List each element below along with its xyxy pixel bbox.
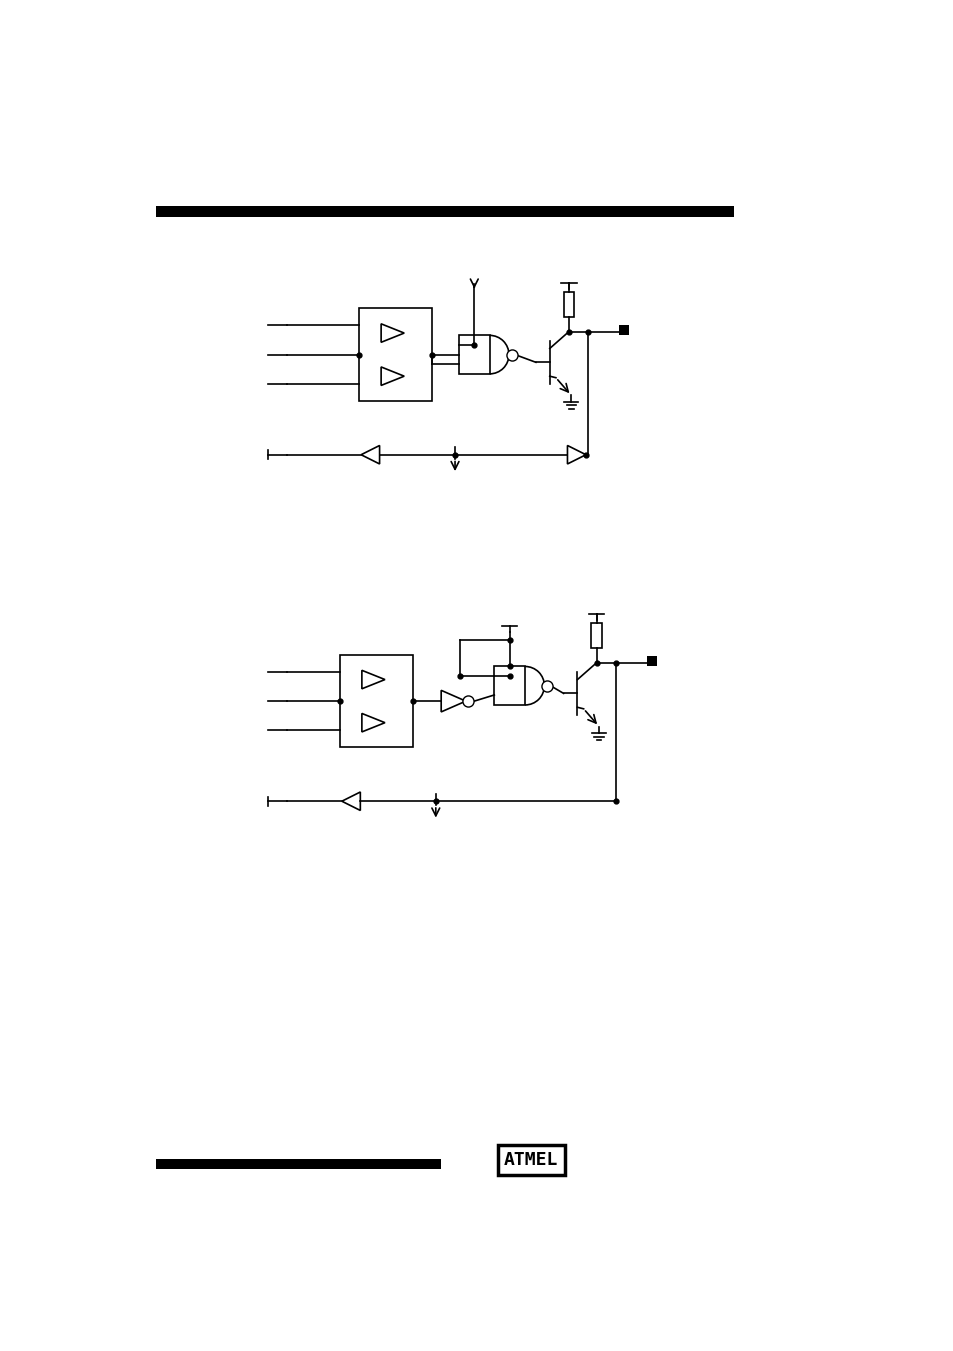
Polygon shape — [341, 792, 360, 811]
Bar — [339, 655, 413, 747]
Polygon shape — [440, 690, 465, 712]
Polygon shape — [381, 367, 404, 385]
Bar — [156, 1159, 440, 1169]
Bar — [563, 292, 574, 317]
Bar — [646, 657, 656, 666]
Polygon shape — [361, 713, 385, 732]
Polygon shape — [361, 670, 385, 689]
Polygon shape — [567, 446, 585, 463]
Polygon shape — [361, 446, 379, 463]
Bar — [591, 623, 601, 648]
Bar — [618, 326, 628, 335]
Text: ATMEL: ATMEL — [503, 1151, 558, 1169]
Bar — [358, 308, 432, 401]
Bar — [156, 205, 733, 216]
Bar — [458, 335, 489, 374]
Polygon shape — [381, 324, 404, 342]
Bar — [494, 666, 524, 705]
